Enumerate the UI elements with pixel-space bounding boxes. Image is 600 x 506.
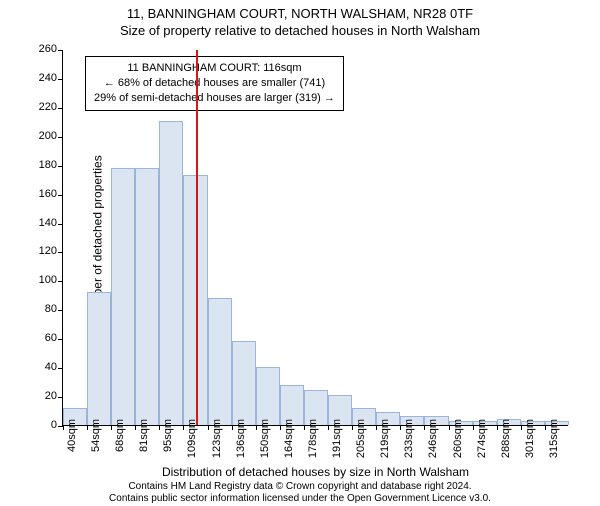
- y-tick-mark: [58, 50, 63, 51]
- x-tick-label: 191sqm: [331, 419, 343, 458]
- histogram-bar: [159, 121, 183, 425]
- x-tick-mark: [232, 425, 233, 430]
- x-tick-mark: [424, 425, 425, 430]
- x-tick-mark: [400, 425, 401, 430]
- x-tick-mark: [63, 425, 64, 430]
- x-tick-label: 205sqm: [355, 419, 367, 458]
- annotation-box: 11 BANNINGHAM COURT: 116sqm ← 68% of det…: [85, 56, 344, 111]
- x-tick-mark: [545, 425, 546, 430]
- x-tick-label: 260sqm: [452, 419, 464, 458]
- y-tick-mark: [58, 224, 63, 225]
- x-tick-mark: [256, 425, 257, 430]
- histogram-bar: [208, 298, 232, 425]
- x-tick-mark: [111, 425, 112, 430]
- y-tick-mark: [58, 195, 63, 196]
- y-tick-label: 40: [23, 361, 57, 373]
- y-tick-label: 80: [23, 303, 57, 315]
- x-tick-label: 288sqm: [500, 419, 512, 458]
- x-tick-label: 54sqm: [90, 419, 102, 452]
- x-tick-mark: [497, 425, 498, 430]
- histogram-bar: [135, 168, 159, 425]
- x-tick-mark: [521, 425, 522, 430]
- y-tick-label: 200: [23, 130, 57, 142]
- histogram-bar: [111, 168, 135, 425]
- x-tick-mark: [304, 425, 305, 430]
- x-tick-label: 219sqm: [379, 419, 391, 458]
- x-tick-label: 274sqm: [476, 419, 488, 458]
- x-tick-mark: [449, 425, 450, 430]
- x-tick-label: 81sqm: [138, 419, 150, 452]
- y-tick-label: 20: [23, 390, 57, 402]
- reference-line: [196, 50, 198, 425]
- x-tick-label: 123sqm: [211, 419, 223, 458]
- y-tick-label: 220: [23, 101, 57, 113]
- x-tick-label: 136sqm: [235, 419, 247, 458]
- histogram-bar: [87, 292, 111, 425]
- y-tick-mark: [58, 79, 63, 80]
- chart-title-line2: Size of property relative to detached ho…: [0, 23, 600, 38]
- x-tick-mark: [87, 425, 88, 430]
- x-tick-mark: [183, 425, 184, 430]
- histogram-bar: [256, 367, 280, 425]
- y-tick-label: 260: [23, 43, 57, 55]
- x-tick-label: 301sqm: [524, 419, 536, 458]
- x-tick-label: 164sqm: [283, 419, 295, 458]
- x-tick-label: 246sqm: [427, 419, 439, 458]
- x-tick-label: 68sqm: [114, 419, 126, 452]
- y-tick-label: 180: [23, 159, 57, 171]
- chart-title-line1: 11, BANNINGHAM COURT, NORTH WALSHAM, NR2…: [0, 6, 600, 21]
- x-tick-mark: [135, 425, 136, 430]
- x-tick-mark: [473, 425, 474, 430]
- y-tick-mark: [58, 397, 63, 398]
- annotation-line2: ← 68% of detached houses are smaller (74…: [94, 76, 335, 91]
- x-tick-mark: [328, 425, 329, 430]
- x-tick-label: 315sqm: [548, 419, 560, 458]
- x-tick-mark: [280, 425, 281, 430]
- y-tick-mark: [58, 281, 63, 282]
- y-tick-mark: [58, 368, 63, 369]
- x-tick-label: 40sqm: [66, 419, 78, 452]
- y-tick-mark: [58, 108, 63, 109]
- x-tick-mark: [208, 425, 209, 430]
- y-tick-label: 140: [23, 217, 57, 229]
- annotation-line3: 29% of semi-detached houses are larger (…: [94, 91, 335, 106]
- histogram-bar: [232, 341, 256, 425]
- y-tick-mark: [58, 252, 63, 253]
- y-tick-mark: [58, 137, 63, 138]
- y-tick-label: 60: [23, 332, 57, 344]
- y-tick-label: 240: [23, 72, 57, 84]
- y-tick-mark: [58, 339, 63, 340]
- x-tick-mark: [376, 425, 377, 430]
- footer-line2: Contains public sector information licen…: [0, 493, 600, 504]
- y-tick-mark: [58, 166, 63, 167]
- x-tick-label: 233sqm: [403, 419, 415, 458]
- footer-line1: Contains HM Land Registry data © Crown c…: [0, 481, 600, 492]
- y-tick-label: 100: [23, 274, 57, 286]
- x-tick-label: 178sqm: [307, 419, 319, 458]
- x-axis-label: Distribution of detached houses by size …: [63, 465, 568, 479]
- y-tick-label: 160: [23, 188, 57, 200]
- y-tick-label: 0: [23, 419, 57, 431]
- chart-plot-area: Number of detached properties Distributi…: [62, 50, 568, 426]
- y-tick-mark: [58, 310, 63, 311]
- y-tick-label: 120: [23, 245, 57, 257]
- x-tick-label: 95sqm: [162, 419, 174, 452]
- x-tick-mark: [159, 425, 160, 430]
- x-tick-label: 150sqm: [259, 419, 271, 458]
- x-tick-mark: [352, 425, 353, 430]
- annotation-line1: 11 BANNINGHAM COURT: 116sqm: [94, 61, 335, 76]
